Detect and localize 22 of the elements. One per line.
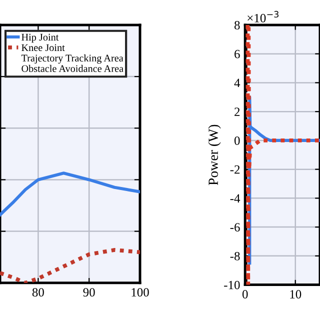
y-tick-label: 2 [234,108,240,116]
text: Obstacle Avoidance Area [22,64,124,72]
y-tick-label: -6 [230,223,240,232]
x-tick-label: 10 [290,290,302,298]
x-tick-label: 90 [83,288,95,297]
x-tick-label: 100 [132,288,149,297]
y-tick-label: -2 [230,165,240,174]
y-tick-label: -4 [230,194,240,203]
text: Trajectory Tracking Area [21,54,124,64]
y-tick-label: 0 [234,136,240,145]
y-tick-label: 4 [234,78,240,88]
y-tick-label: 6 [234,50,240,58]
y-axis-title: Power (W) [208,124,221,186]
text: ×10$^{−3}$ [248,10,278,22]
legend-label: Hip Joint [22,34,59,43]
x-tick-label: 0 [242,290,248,298]
y-tick-label: -8 [230,252,240,260]
y-tick-label: -10 [224,280,240,290]
legend-label: Knee Joint [22,44,65,52]
x-tick-label: 80 [32,288,44,297]
line-series [246,24,320,285]
y-tick-label: 8 [234,20,240,30]
